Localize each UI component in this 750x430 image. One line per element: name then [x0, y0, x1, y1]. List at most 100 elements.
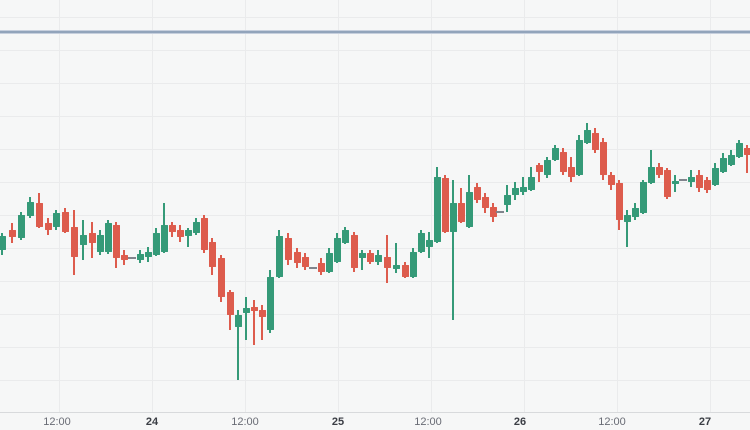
h-gridline [0, 182, 750, 183]
axis-label-day: 24 [145, 416, 159, 428]
candle-body [160, 225, 168, 252]
h-gridline [0, 347, 750, 348]
candle-body [144, 252, 152, 257]
candle-body [695, 175, 703, 188]
candle-wick [245, 297, 247, 340]
h-gridline [0, 248, 750, 249]
candle-body [358, 253, 366, 258]
candle-body [136, 254, 144, 260]
axis-label-time: 12:00 [231, 416, 259, 428]
doji-dash [679, 179, 687, 181]
candle-body [503, 195, 511, 205]
candle-wick [237, 310, 239, 380]
candle-body [727, 155, 735, 165]
candle-body [535, 165, 543, 172]
v-gridline [524, 0, 525, 412]
candle-body [152, 233, 160, 255]
candle-body [284, 238, 292, 260]
candle-body [392, 265, 400, 269]
candle-body [61, 212, 69, 232]
candle-wick [626, 210, 628, 247]
candle-body [465, 192, 473, 227]
candle-wick [538, 163, 540, 182]
axis-label-day: 26 [513, 416, 527, 428]
candle-body [0, 236, 6, 250]
doji-dash [128, 257, 136, 259]
candle-body [293, 252, 301, 263]
candle-wick [253, 300, 255, 345]
axis-label-time: 12:00 [598, 416, 626, 428]
candle-wick [187, 228, 189, 247]
candle-body [200, 218, 208, 250]
candle-body [719, 158, 727, 172]
candle-wick [261, 305, 263, 340]
candle-body [176, 230, 184, 237]
candle-body [457, 203, 465, 222]
candle-body [383, 257, 391, 268]
time-axis[interactable]: 12:00 24 12:00 25 12:00 26 12:00 27 [0, 413, 750, 430]
candle-body [242, 308, 250, 313]
candle-body [234, 315, 242, 327]
candle-body [26, 202, 34, 216]
candle-body [96, 235, 104, 252]
candle-body [250, 307, 258, 311]
candle-body [623, 215, 631, 222]
candle-body [559, 152, 567, 172]
candle-body [70, 227, 78, 257]
candle-body [325, 253, 333, 272]
candle-body [401, 265, 409, 277]
candle-body [591, 133, 599, 150]
candle-body [551, 148, 559, 160]
candle-body [663, 170, 671, 197]
candle-body [350, 235, 358, 268]
v-gridline [152, 0, 153, 412]
candle-body [258, 310, 266, 317]
candle-body [607, 175, 615, 185]
price-line [0, 31, 750, 33]
candle-body [655, 167, 663, 175]
axis-label-day: 27 [698, 416, 712, 428]
candle-body [671, 181, 679, 184]
candle-body [275, 236, 283, 277]
candle-body [374, 255, 382, 262]
candle-body [511, 188, 519, 195]
candle-body [543, 160, 551, 175]
plot-area[interactable] [0, 0, 750, 413]
axis-label-day: 25 [331, 416, 345, 428]
candle-body [112, 225, 120, 258]
candle-body [44, 223, 52, 230]
candle-body [8, 230, 16, 237]
candle-body [743, 148, 750, 155]
candle-body [184, 230, 192, 236]
candle-body [735, 143, 743, 157]
v-gridline [431, 0, 432, 412]
v-gridline [710, 0, 711, 412]
candle-body [615, 183, 623, 220]
candle-body [489, 207, 497, 217]
candle-wick [361, 250, 363, 270]
h-gridline [0, 83, 750, 84]
h-gridline [0, 149, 750, 150]
candle-body [575, 140, 583, 175]
candle-body [333, 238, 341, 262]
candle-body [192, 222, 200, 233]
candle-body [639, 182, 647, 213]
candle-body [473, 187, 481, 200]
h-gridline [0, 215, 750, 216]
candle-body [425, 240, 433, 247]
h-gridline [0, 50, 750, 51]
candle-body [583, 130, 591, 143]
candle-body [433, 177, 441, 242]
candle-body [631, 208, 639, 217]
candle-body [17, 215, 25, 238]
v-gridline [245, 0, 246, 412]
candle-body [35, 203, 43, 227]
candle-body [104, 223, 112, 252]
candle-body [88, 233, 96, 243]
candle-body [527, 177, 535, 190]
candle-body [647, 167, 655, 183]
candle-body [703, 180, 711, 190]
candle-body [226, 292, 234, 315]
candle-wick [395, 243, 397, 273]
candle-body [417, 233, 425, 252]
